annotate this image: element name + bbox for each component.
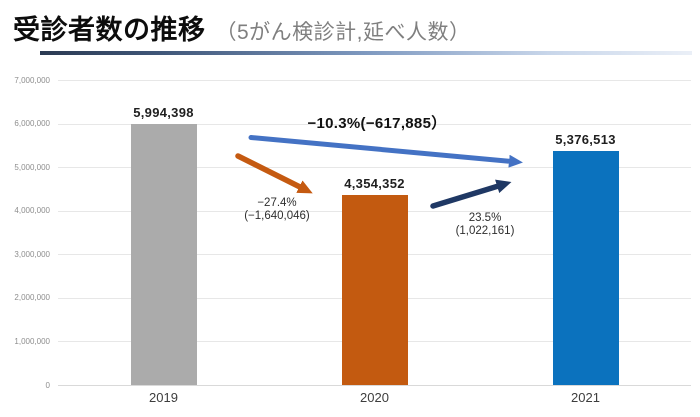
bar-2019 (130, 123, 197, 385)
y-tick-label-7000000: 7,000,000 (14, 75, 50, 85)
page-title: 受診者数の推移 (13, 15, 206, 45)
value-label-2019: 5,994,398 (133, 104, 194, 120)
gridline-0 (58, 385, 691, 386)
y-tick-label-1000000: 1,000,000 (14, 336, 50, 346)
bar-2020 (341, 195, 408, 385)
annotation-rise-percent: 23.5% (468, 212, 502, 224)
x-axis-label-2020: 2020 (360, 390, 389, 405)
annotation-change-2019-2020: −27.4% (−1,640,046) (217, 197, 337, 222)
y-tick-label-4000000: 4,000,000 (14, 206, 50, 216)
annotation-drop-count: (−1,640,046) (244, 209, 310, 222)
x-axis-label-2019: 2019 (149, 390, 178, 405)
value-label-2020: 4,354,352 (344, 176, 405, 192)
y-tick-label-5000000: 5,000,000 (14, 162, 50, 172)
gridline-7000000 (58, 80, 691, 81)
annotation-change-2020-2021: 23.5% (1,022,161) (425, 212, 545, 237)
y-tick-label-2000000: 2,000,000 (14, 293, 50, 303)
y-tick-label-3000000: 3,000,000 (14, 249, 50, 259)
title-underline-rule (40, 51, 692, 55)
y-tick-label-0: 0 (45, 380, 50, 390)
y-tick-label-6000000: 6,000,000 (14, 119, 50, 129)
annotation-drop-percent: −27.4% (257, 197, 297, 209)
page-subtitle: （5がん検診計,延べ人数） (215, 21, 471, 44)
page-header: 受診者数の推移 （5がん検診計,延べ人数） (13, 8, 471, 47)
x-axis-label-2021: 2021 (571, 390, 600, 405)
gridline-6000000 (58, 123, 691, 125)
gridline-5000000 (58, 167, 691, 169)
bar-2021 (552, 150, 619, 385)
annotation-rise-count: (1,022,161) (455, 224, 515, 237)
annotation-change-2019-2021: −10.3%(−617,885） (307, 115, 447, 132)
value-label-2021: 5,376,513 (555, 131, 616, 147)
